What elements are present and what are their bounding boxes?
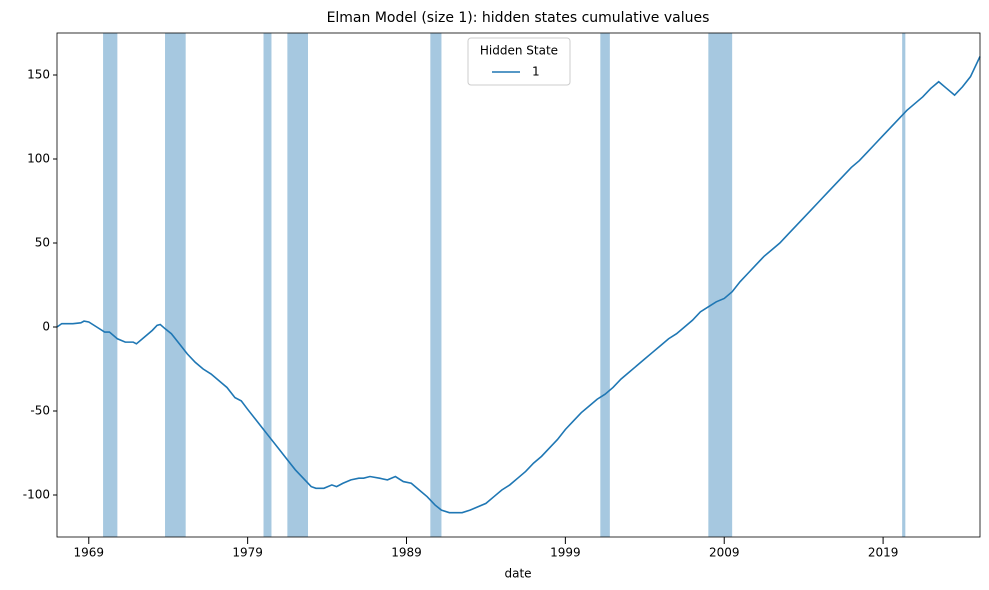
shaded-span bbox=[902, 33, 906, 537]
x-tick-label: 1979 bbox=[232, 546, 263, 560]
y-tick-label: -50 bbox=[30, 404, 50, 418]
shaded-span bbox=[103, 33, 118, 537]
legend-title: Hidden State bbox=[480, 44, 558, 58]
legend-label: 1 bbox=[532, 65, 540, 79]
x-tick-label: 1989 bbox=[391, 546, 422, 560]
shaded-span bbox=[600, 33, 610, 537]
shaded-span bbox=[430, 33, 442, 537]
shaded-span bbox=[165, 33, 186, 537]
y-tick-label: 0 bbox=[42, 320, 50, 334]
shaded-span bbox=[708, 33, 733, 537]
legend-box bbox=[467, 37, 571, 86]
shaded-span bbox=[263, 33, 272, 537]
x-axis-label: date bbox=[504, 567, 531, 581]
x-tick-label: 2009 bbox=[709, 546, 740, 560]
y-tick-label: 100 bbox=[27, 152, 50, 166]
x-tick-label: 1969 bbox=[73, 546, 104, 560]
plot-frame bbox=[56, 32, 981, 538]
x-tick-label: 2019 bbox=[868, 546, 899, 560]
x-tick-label: 1999 bbox=[550, 546, 581, 560]
shaded-span bbox=[287, 33, 309, 537]
chart-title: Elman Model (size 1): hidden states cumu… bbox=[327, 10, 710, 26]
data-line bbox=[56, 56, 981, 514]
y-tick-label: -100 bbox=[23, 488, 50, 502]
y-tick-label: 50 bbox=[35, 236, 50, 250]
y-tick-label: 150 bbox=[27, 68, 50, 82]
